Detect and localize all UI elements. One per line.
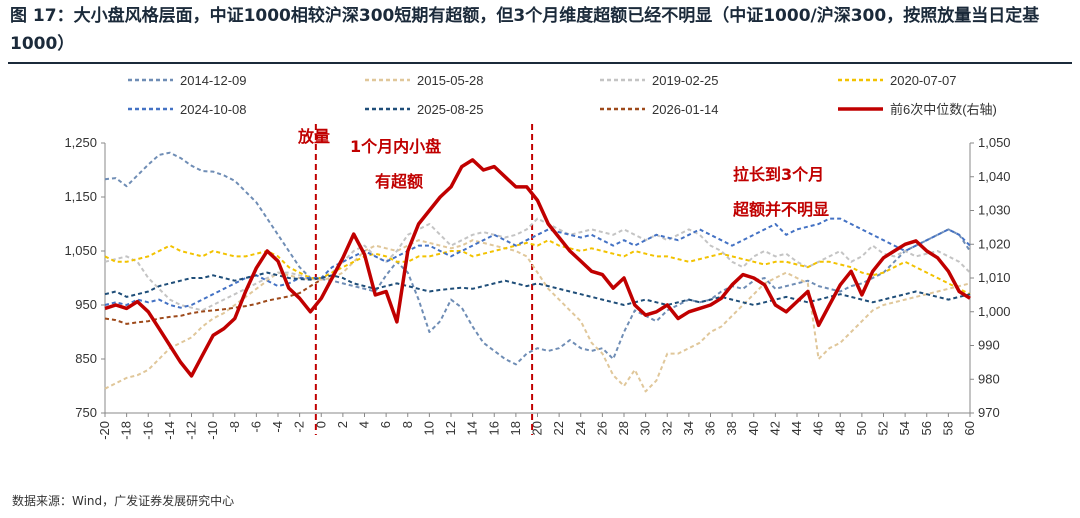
y-right-tick-label: 1,040: [978, 169, 1011, 184]
y-left-tick-label: 850: [75, 351, 97, 366]
y-right-tick-label: 990: [978, 338, 1000, 353]
x-tick-label: 60: [962, 421, 977, 435]
annotation-text: 拉长到3个月: [733, 165, 824, 184]
legend-label: 2014-12-09: [180, 73, 247, 88]
x-tick-label: -10: [205, 421, 220, 440]
x-tick-label: 42: [767, 421, 782, 435]
x-tick-label: -12: [184, 421, 199, 440]
y-left-tick-label: 1,150: [64, 189, 97, 204]
x-tick-label: 0: [313, 421, 328, 428]
series-line-2019-02-25: [104, 217, 971, 312]
x-tick-label: -20: [97, 421, 112, 440]
series-line-2020-07-07: [104, 239, 971, 296]
annotation-text: 超额并不明显: [732, 200, 829, 219]
legend-label: 2024-10-08: [180, 102, 247, 117]
series-line-前6次中位数(右轴): [104, 158, 971, 378]
y-left-tick-label: 1,250: [64, 135, 97, 150]
y-right-tick-label: 970: [978, 405, 1000, 420]
x-tick-label: 14: [465, 421, 480, 435]
source-note: 数据来源：Wind，广发证券发展研究中心: [12, 494, 235, 508]
x-tick-label: -8: [227, 421, 242, 433]
legend-label: 2020-07-07: [890, 73, 957, 88]
x-tick-label: -2: [292, 421, 307, 433]
x-tick-label: -4: [270, 421, 285, 433]
x-tick-label: 16: [486, 421, 501, 435]
x-tick-label: 32: [659, 421, 674, 435]
x-tick-label: -14: [162, 421, 177, 440]
axes: 7508509501,0501,1501,2509709809901,0001,…: [64, 135, 1010, 440]
x-tick-label: -16: [140, 421, 155, 440]
x-tick-label: 22: [551, 421, 566, 435]
legend-label: 2025-08-25: [417, 102, 484, 117]
legend-label: 前6次中位数(右轴): [890, 102, 997, 117]
x-tick-label: 26: [594, 421, 609, 435]
x-tick-label: 52: [876, 421, 891, 435]
series-line-2014-12-09: [104, 151, 971, 366]
y-left-tick-label: 1,050: [64, 243, 97, 258]
legend-label: 2019-02-25: [652, 73, 719, 88]
x-tick-label: 20: [530, 421, 545, 435]
x-tick-label: 8: [400, 421, 415, 428]
x-tick-label: 24: [573, 421, 588, 435]
x-tick-label: 58: [940, 421, 955, 435]
x-tick-label: -6: [248, 421, 263, 433]
series-line-2025-08-25: [104, 271, 971, 306]
x-tick-label: 44: [789, 421, 804, 435]
y-right-tick-label: 980: [978, 371, 1000, 386]
legend-label: 2015-05-28: [417, 73, 484, 88]
y-left-tick-label: 750: [75, 405, 97, 420]
x-tick-label: 4: [357, 421, 372, 428]
plot-area: [104, 151, 971, 393]
x-tick-label: 10: [421, 421, 436, 435]
series-line-2026-01-14: [104, 278, 322, 325]
annotation-text: 1个月内小盘: [350, 137, 441, 156]
x-tick-label: 2: [335, 421, 350, 428]
x-tick-label: 50: [854, 421, 869, 435]
x-tick-label: 12: [443, 421, 458, 435]
y-right-tick-label: 1,030: [978, 203, 1011, 218]
legend: 2014-12-09 2015-05-28 2019-02-25 2020-07-07…: [128, 73, 997, 117]
x-tick-label: 46: [811, 421, 826, 435]
y-right-tick-label: 1,000: [978, 304, 1011, 319]
x-tick-label: 54: [897, 421, 912, 435]
y-right-tick-label: 1,020: [978, 236, 1011, 251]
annotation-text: 有超额: [375, 172, 423, 191]
chart-title: 图 17：大小盘风格层面，中证1000相较沪深300短期有超额，但3个月维度超额…: [10, 6, 1040, 54]
y-right-tick-label: 1,050: [978, 135, 1011, 150]
x-tick-label: 36: [703, 421, 718, 435]
series-line-2015-05-28: [104, 239, 971, 393]
y-right-tick-label: 1,010: [978, 270, 1011, 285]
x-tick-label: 18: [508, 421, 523, 435]
x-tick-label: 40: [746, 421, 761, 435]
x-tick-label: 34: [681, 421, 696, 435]
x-tick-label: 48: [832, 421, 847, 435]
y-left-tick-label: 950: [75, 297, 97, 312]
x-tick-label: 6: [378, 421, 393, 428]
x-tick-label: 56: [919, 421, 934, 435]
title-divider: [8, 62, 1072, 64]
legend-label: 2026-01-14: [652, 102, 719, 117]
x-tick-label: -18: [119, 421, 134, 440]
x-tick-label: 28: [616, 421, 631, 435]
annotation-text: 放量: [297, 127, 330, 146]
x-tick-label: 38: [724, 421, 739, 435]
x-tick-label: 30: [638, 421, 653, 435]
